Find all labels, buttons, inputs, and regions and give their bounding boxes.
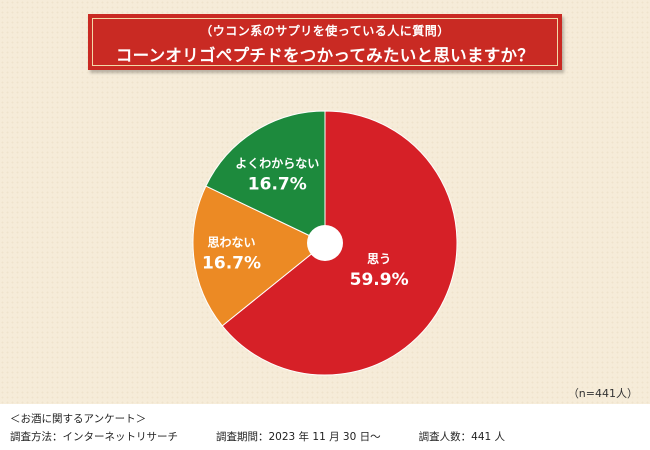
slice-category-label: 思う	[367, 252, 391, 266]
pie-slice-3	[205, 110, 326, 244]
slice-category-label: よくわからない	[235, 157, 319, 171]
chart-card: （ウコン系のサプリを使っている人に質問） コーンオリゴペプチドをつかってみたいと…	[0, 0, 650, 404]
donut-hole	[307, 225, 343, 261]
survey-footer: ＜お酒に関するアンケート＞ 調査方法：インターネットリサーチ 調査期間：2023 …	[10, 410, 543, 446]
pie-chart: 思う 59.9% 思わない 16.7% よくわからない 16.7%	[192, 110, 458, 376]
slice-value-label: 16.7%	[202, 254, 261, 274]
slice-value-label: 59.9%	[350, 270, 409, 290]
title-banner: （ウコン系のサプリを使っている人に質問） コーンオリゴペプチドをつかってみたいと…	[88, 14, 562, 70]
sample-size-note: （n=441人）	[567, 387, 638, 400]
survey-name: ＜お酒に関するアンケート＞	[10, 413, 147, 425]
chart-title: コーンオリゴペプチドをつかってみたいと思いますか？	[115, 46, 535, 65]
slice-value-label: 16.7%	[248, 175, 307, 195]
survey-period: 調査期間：2023 年 11 月 30 日〜	[216, 431, 381, 443]
slice-category-label: 思わない	[208, 236, 256, 250]
chart-subtitle: （ウコン系のサプリを使っている人に質問）	[200, 24, 450, 38]
survey-method: 調査方法：インターネットリサーチ	[10, 431, 178, 443]
pie-slice-2	[192, 185, 326, 327]
survey-count: 調査人数：441 人	[418, 431, 506, 443]
